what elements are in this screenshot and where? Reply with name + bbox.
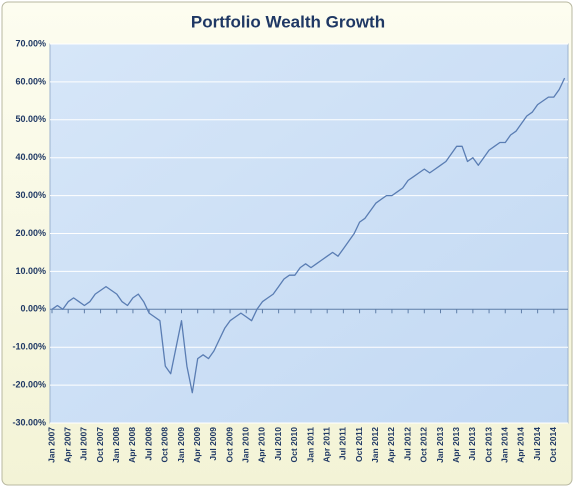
x-tick-label: Jul 2008 — [143, 427, 153, 461]
chart-title: Portfolio Wealth Growth — [191, 12, 385, 31]
x-tick-label: Jul 2009 — [208, 427, 218, 461]
x-tick-label: Jul 2014 — [532, 427, 542, 461]
y-tick-label: 0.00% — [20, 304, 46, 314]
y-tick-label: 40.00% — [15, 152, 46, 162]
x-tick-label: Apr 2012 — [386, 427, 396, 463]
x-tick-label: Jan 2009 — [176, 427, 186, 463]
y-tick-label: 20.00% — [15, 228, 46, 238]
x-tick-label: Oct 2013 — [483, 427, 493, 463]
x-tick-label: Apr 2007 — [62, 427, 72, 463]
x-tick-label: Oct 2007 — [95, 427, 105, 463]
x-tick-label: Oct 2010 — [289, 427, 299, 463]
x-tick-label: Apr 2011 — [321, 427, 331, 463]
y-tick-label: -10.00% — [12, 342, 46, 352]
y-tick-label: -30.00% — [12, 417, 46, 427]
x-tick-label: Apr 2009 — [192, 427, 202, 463]
x-tick-label: Jan 2010 — [241, 427, 251, 463]
x-tick-label: Jul 2007 — [79, 427, 89, 461]
x-tick-label: Jan 2007 — [46, 427, 56, 463]
x-tick-label: Jul 2012 — [402, 427, 412, 461]
x-tick-label: Jan 2013 — [435, 427, 445, 463]
y-tick-label: 70.00% — [15, 38, 46, 48]
y-tick-label: -20.00% — [12, 379, 46, 389]
x-tick-label: Jul 2010 — [273, 427, 283, 461]
x-tick-label: Jan 2012 — [370, 427, 380, 463]
x-tick-label: Oct 2014 — [548, 427, 558, 463]
x-tick-label: Jul 2011 — [338, 427, 348, 460]
x-tick-label: Oct 2009 — [224, 427, 234, 463]
x-tick-label: Oct 2008 — [160, 427, 170, 463]
x-tick-label: Jan 2011 — [305, 427, 315, 463]
y-tick-label: 50.00% — [15, 114, 46, 124]
series-line — [51, 77, 566, 394]
x-tick-label: Oct 2012 — [419, 427, 429, 463]
x-tick-label: Jul 2013 — [467, 427, 477, 461]
x-tick-label: Apr 2014 — [516, 427, 526, 463]
x-tick-label: Oct 2011 — [354, 427, 364, 462]
y-tick-label: 10.00% — [15, 266, 46, 276]
x-tick-label: Apr 2008 — [127, 427, 137, 463]
x-tick-label: Jan 2014 — [500, 427, 510, 463]
x-tick-label: Apr 2013 — [451, 427, 461, 463]
x-tick-label: Apr 2010 — [257, 427, 267, 463]
x-tick-label: Jan 2008 — [111, 427, 121, 463]
y-tick-label: 60.00% — [15, 76, 46, 86]
y-tick-label: 30.00% — [15, 190, 46, 200]
